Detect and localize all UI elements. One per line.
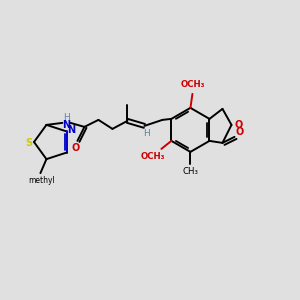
Text: S: S bbox=[26, 138, 33, 148]
Text: OCH₃: OCH₃ bbox=[140, 152, 165, 161]
Text: O: O bbox=[234, 120, 243, 130]
Text: OCH₃: OCH₃ bbox=[180, 80, 205, 89]
Text: N: N bbox=[62, 120, 70, 130]
Text: O: O bbox=[71, 143, 80, 153]
Text: H: H bbox=[143, 129, 150, 138]
Text: CH₃: CH₃ bbox=[182, 167, 198, 176]
Text: O: O bbox=[236, 127, 244, 137]
Text: methyl: methyl bbox=[28, 176, 55, 184]
Text: H: H bbox=[63, 113, 70, 122]
Text: N: N bbox=[68, 125, 76, 135]
